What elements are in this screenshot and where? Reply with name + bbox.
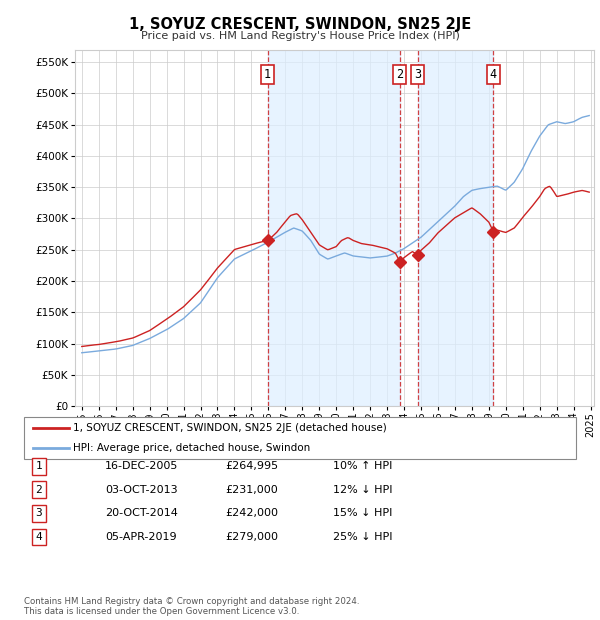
Text: 25% ↓ HPI: 25% ↓ HPI xyxy=(333,532,392,542)
Text: 20-OCT-2014: 20-OCT-2014 xyxy=(105,508,178,518)
Text: 03-OCT-2013: 03-OCT-2013 xyxy=(105,485,178,495)
Text: 4: 4 xyxy=(35,532,43,542)
Bar xyxy=(268,50,400,406)
Text: 3: 3 xyxy=(414,68,421,81)
Text: £242,000: £242,000 xyxy=(225,508,278,518)
Text: Price paid vs. HM Land Registry's House Price Index (HPI): Price paid vs. HM Land Registry's House … xyxy=(140,31,460,41)
Text: £231,000: £231,000 xyxy=(225,485,278,495)
Text: 1: 1 xyxy=(35,461,43,471)
Text: 3: 3 xyxy=(35,508,43,518)
Text: 2: 2 xyxy=(35,485,43,495)
Text: 15% ↓ HPI: 15% ↓ HPI xyxy=(333,508,392,518)
Text: £264,995: £264,995 xyxy=(225,461,278,471)
Text: 1, SOYUZ CRESCENT, SWINDON, SN25 2JE: 1, SOYUZ CRESCENT, SWINDON, SN25 2JE xyxy=(129,17,471,32)
Text: 12% ↓ HPI: 12% ↓ HPI xyxy=(333,485,392,495)
Text: HPI: Average price, detached house, Swindon: HPI: Average price, detached house, Swin… xyxy=(73,443,310,453)
Text: 4: 4 xyxy=(490,68,497,81)
Text: 1: 1 xyxy=(264,68,271,81)
Text: 10% ↑ HPI: 10% ↑ HPI xyxy=(333,461,392,471)
Bar xyxy=(418,50,493,406)
Text: Contains HM Land Registry data © Crown copyright and database right 2024.: Contains HM Land Registry data © Crown c… xyxy=(24,597,359,606)
Text: 05-APR-2019: 05-APR-2019 xyxy=(105,532,176,542)
Text: 1, SOYUZ CRESCENT, SWINDON, SN25 2JE (detached house): 1, SOYUZ CRESCENT, SWINDON, SN25 2JE (de… xyxy=(73,423,387,433)
Text: 16-DEC-2005: 16-DEC-2005 xyxy=(105,461,178,471)
Text: This data is licensed under the Open Government Licence v3.0.: This data is licensed under the Open Gov… xyxy=(24,607,299,616)
Text: 2: 2 xyxy=(396,68,403,81)
Text: £279,000: £279,000 xyxy=(225,532,278,542)
